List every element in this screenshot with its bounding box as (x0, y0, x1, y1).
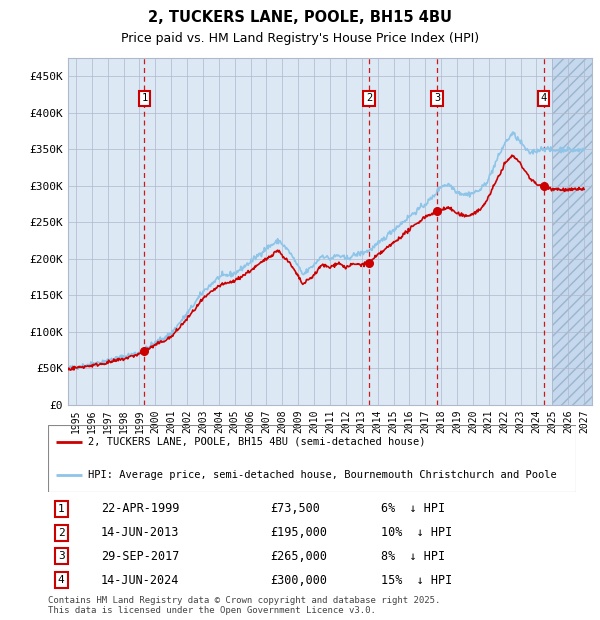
Text: 29-SEP-2017: 29-SEP-2017 (101, 550, 179, 563)
Text: 2: 2 (58, 528, 65, 538)
Text: 8%  ↓ HPI: 8% ↓ HPI (380, 550, 445, 563)
Text: £73,500: £73,500 (270, 502, 320, 515)
Text: 4: 4 (58, 575, 65, 585)
Bar (553, 58, 592, 405)
Text: 1: 1 (58, 504, 65, 514)
Text: 14-JUN-2013: 14-JUN-2013 (101, 526, 179, 539)
Text: 3: 3 (58, 551, 65, 561)
Text: 2, TUCKERS LANE, POOLE, BH15 4BU: 2, TUCKERS LANE, POOLE, BH15 4BU (148, 10, 452, 25)
Text: Price paid vs. HM Land Registry's House Price Index (HPI): Price paid vs. HM Land Registry's House … (121, 32, 479, 45)
Text: 1: 1 (141, 93, 148, 103)
Text: 14-JUN-2024: 14-JUN-2024 (101, 574, 179, 587)
Text: £265,000: £265,000 (270, 550, 327, 563)
Text: 15%  ↓ HPI: 15% ↓ HPI (380, 574, 452, 587)
Text: 6%  ↓ HPI: 6% ↓ HPI (380, 502, 445, 515)
Text: Contains HM Land Registry data © Crown copyright and database right 2025.
This d: Contains HM Land Registry data © Crown c… (48, 596, 440, 616)
Text: HPI: Average price, semi-detached house, Bournemouth Christchurch and Poole: HPI: Average price, semi-detached house,… (88, 470, 556, 480)
Text: 2, TUCKERS LANE, POOLE, BH15 4BU (semi-detached house): 2, TUCKERS LANE, POOLE, BH15 4BU (semi-d… (88, 436, 425, 447)
Text: £195,000: £195,000 (270, 526, 327, 539)
Text: 3: 3 (434, 93, 440, 103)
Text: £300,000: £300,000 (270, 574, 327, 587)
Text: 10%  ↓ HPI: 10% ↓ HPI (380, 526, 452, 539)
Text: 2: 2 (366, 93, 372, 103)
Text: 4: 4 (541, 93, 547, 103)
Text: 22-APR-1999: 22-APR-1999 (101, 502, 179, 515)
